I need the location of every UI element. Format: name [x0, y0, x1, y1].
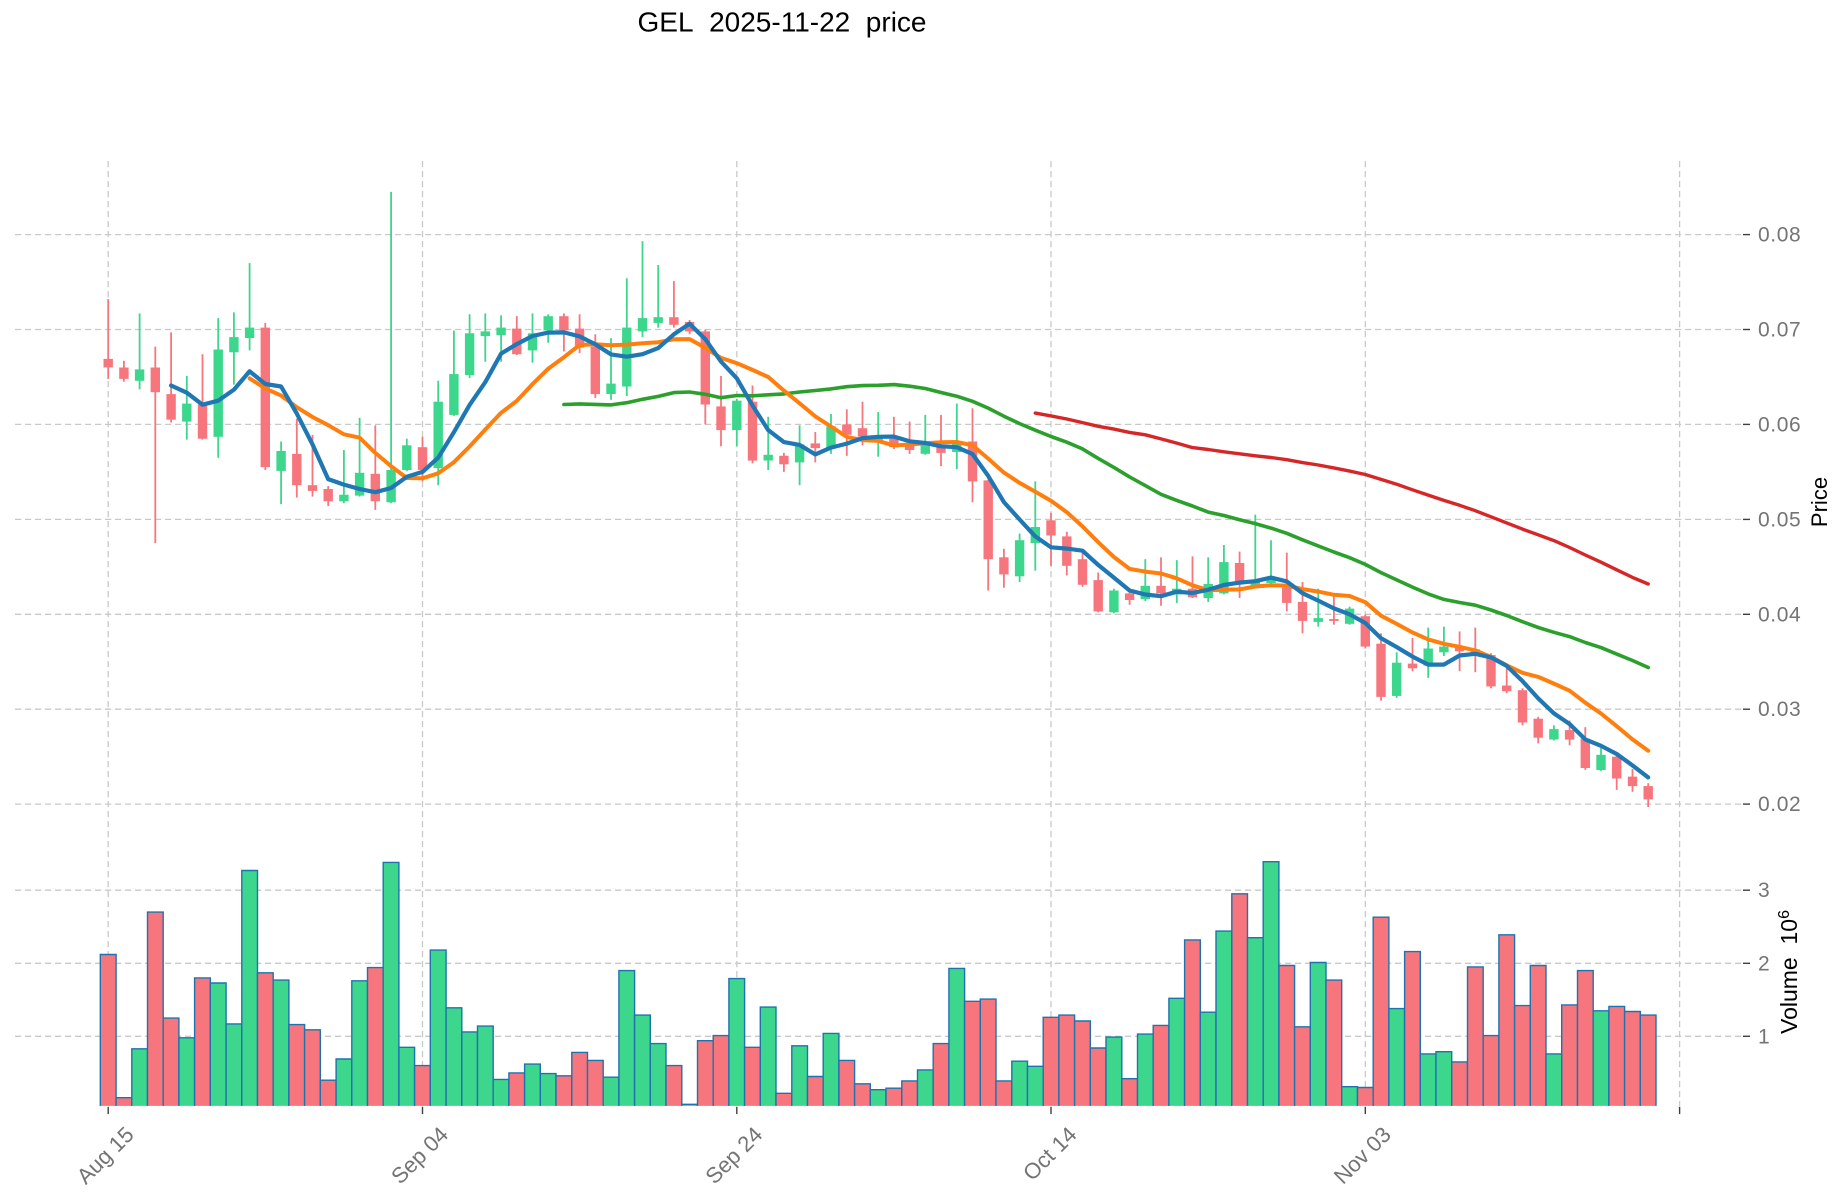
- svg-text:0.08: 0.08: [1758, 224, 1801, 247]
- svg-text:0.07: 0.07: [1758, 319, 1801, 342]
- svg-text:0.06: 0.06: [1758, 413, 1801, 436]
- svg-text:0.02: 0.02: [1758, 793, 1801, 816]
- svg-text:Price: Price: [1807, 477, 1832, 527]
- svg-text:1: 1: [1758, 1025, 1770, 1048]
- svg-text:2: 2: [1758, 952, 1770, 975]
- svg-text:3: 3: [1758, 879, 1770, 902]
- svg-text:Volume 106: Volume 106: [1776, 910, 1802, 1034]
- svg-text:0.03: 0.03: [1758, 698, 1801, 721]
- svg-text:0.04: 0.04: [1758, 603, 1801, 626]
- svg-text:0.05: 0.05: [1758, 508, 1801, 531]
- svg-text:GEL 2025-11-22 price: GEL 2025-11-22 price: [638, 7, 927, 38]
